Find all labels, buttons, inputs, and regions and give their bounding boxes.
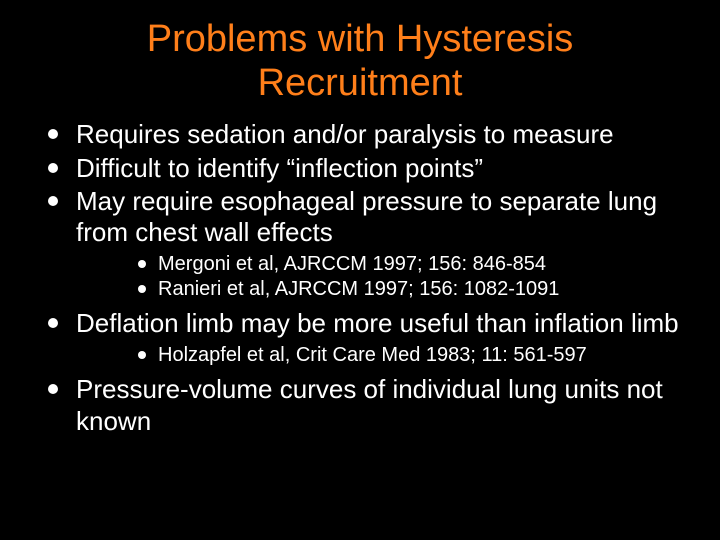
list-item: Pressure-volume curves of individual lun… (42, 374, 682, 436)
sub-list-item: Mergoni et al, AJRCCM 1997; 156: 846-854 (134, 252, 682, 277)
slide: Problems with Hysteresis Recruitment Req… (0, 0, 720, 540)
sub-list: Holzapfel et al, Crit Care Med 1983; 11:… (76, 343, 682, 368)
list-item-text: Difficult to identify “inflection points… (76, 153, 483, 183)
list-item: Deflation limb may be more useful than i… (42, 308, 682, 368)
list-item-text: Deflation limb may be more useful than i… (76, 308, 679, 338)
list-item-text: May require esophageal pressure to separ… (76, 186, 657, 247)
sub-list-item: Holzapfel et al, Crit Care Med 1983; 11:… (134, 343, 682, 368)
slide-title: Problems with Hysteresis Recruitment (28, 18, 692, 105)
list-item-text: Requires sedation and/or paralysis to me… (76, 119, 614, 149)
list-item: Requires sedation and/or paralysis to me… (42, 119, 682, 150)
sub-list: Mergoni et al, AJRCCM 1997; 156: 846-854… (76, 252, 682, 302)
list-item: May require esophageal pressure to separ… (42, 186, 682, 302)
list-item-text: Pressure-volume curves of individual lun… (76, 374, 663, 435)
sub-list-item: Ranieri et al, AJRCCM 1997; 156: 1082-10… (134, 277, 682, 302)
bullet-list: Requires sedation and/or paralysis to me… (28, 119, 692, 436)
list-item: Difficult to identify “inflection points… (42, 153, 682, 184)
